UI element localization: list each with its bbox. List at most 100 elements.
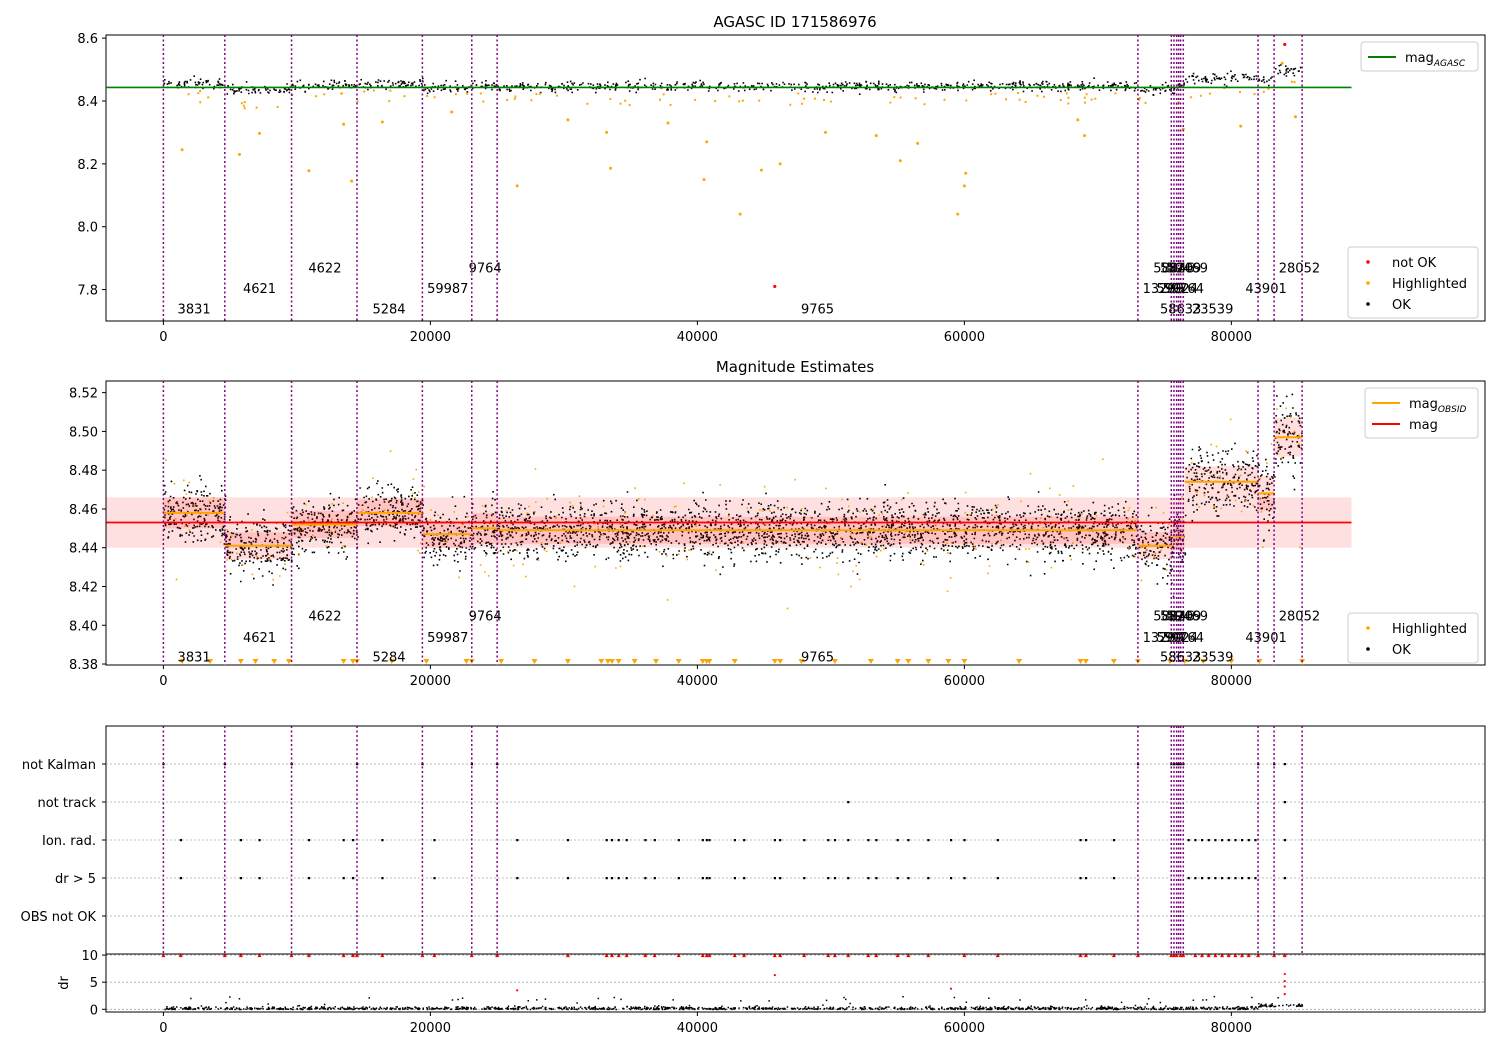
panel2-ok-points-seg-2 bbox=[291, 492, 359, 570]
panel2-lower-limit-marker-27 bbox=[771, 659, 778, 664]
panel2-lower-limit-marker-29 bbox=[798, 659, 805, 664]
panel1-highlighted-point-18 bbox=[824, 130, 828, 134]
panel2-bottom-legend-label-0: Highlighted bbox=[1392, 622, 1467, 637]
panel4-dr-highlight-point-1 bbox=[773, 974, 776, 977]
panel2-lower-limit-marker-17 bbox=[604, 659, 611, 664]
panel3-row-label-2: Ion. rad. bbox=[42, 834, 96, 849]
panel3-row-label-1: not track bbox=[37, 796, 96, 811]
panel4-dr-ok-points bbox=[164, 995, 1304, 1011]
panel3-row-label-4: OBS not OK bbox=[21, 910, 97, 925]
panel1-ok-points-seg-8 bbox=[1173, 82, 1185, 95]
panel1-ok-points-seg-7 bbox=[1140, 81, 1174, 96]
panel1-highlighted-point-4 bbox=[342, 122, 346, 126]
panel1-highlighted-point-0 bbox=[180, 148, 184, 152]
panel1-highlighted-point-22 bbox=[956, 212, 960, 216]
panel1-obs-label-5: 9764 bbox=[469, 262, 502, 277]
panel4-dr-highlight-point-5 bbox=[1283, 985, 1286, 988]
panel2-lower-limit-marker-28 bbox=[777, 659, 784, 664]
panel1-ytick-label-3: 8.4 bbox=[77, 95, 98, 110]
panel1-ok-points-seg-5 bbox=[471, 80, 498, 91]
panel1-highlighted-point-1 bbox=[237, 152, 241, 156]
panel2-obs-label-1: 4621 bbox=[243, 631, 276, 646]
panel1-ok-points-seg-2 bbox=[291, 79, 357, 93]
panel2-lower-limit-marker-33 bbox=[905, 659, 912, 664]
panel2-obs-label-9: 59469 bbox=[1167, 610, 1208, 625]
panel2-lower-limit-marker-37 bbox=[1016, 659, 1023, 664]
panel2-ok-points-seg-9 bbox=[1184, 442, 1260, 522]
magnitude-estimates-panel: Magnitude Estimates 0 20000 40000 60000 8000… bbox=[69, 358, 1486, 689]
panel1-highlighted-point-13 bbox=[702, 178, 706, 182]
panel4-xtick-label-1: 20000 bbox=[410, 1021, 451, 1036]
panel1-highlighted-near-seg-1 bbox=[240, 101, 279, 110]
panel1-ytick-label-2: 8.2 bbox=[77, 158, 98, 173]
panel1-highlighted-near-seg-11 bbox=[1290, 80, 1296, 84]
panel1-ytick-label-1: 8.0 bbox=[77, 221, 98, 236]
panel1-ok-points-seg-11 bbox=[1274, 64, 1302, 77]
panel2-xtick-label-1: 20000 bbox=[410, 674, 451, 689]
panel2-lower-limit-marker-2 bbox=[237, 659, 244, 664]
panel1-highlighted-point-28 bbox=[1280, 61, 1284, 65]
panel4-xtick-label-0: 0 bbox=[159, 1021, 167, 1036]
panel1-ok-points-seg-10 bbox=[1258, 76, 1276, 87]
panel2-lower-limit-marker-14 bbox=[531, 659, 538, 664]
panel2-xtick-label-0: 0 bbox=[159, 674, 167, 689]
panel2-obs-label-2: 4622 bbox=[308, 610, 341, 625]
panel2-lower-limit-marker-23 bbox=[699, 659, 706, 664]
panel2-lower-limit-marker-31 bbox=[867, 659, 874, 664]
panel4-xtick-label-4: 80000 bbox=[1211, 1021, 1252, 1036]
panel2-bottom-legend-label-1: OK bbox=[1392, 643, 1411, 658]
panel2-ok-points-seg-11 bbox=[1274, 393, 1303, 491]
panel2-ytick-label-4: 8.46 bbox=[69, 503, 98, 518]
panel2-obs-label-12: 59764 bbox=[1163, 631, 1204, 646]
panel1-obs-label-2: 4622 bbox=[308, 262, 341, 277]
panel1-obs-label-7: 58846 bbox=[1153, 262, 1194, 277]
panel2-lower-limit-marker-34 bbox=[925, 659, 932, 664]
panel1-xtick-label-4: 80000 bbox=[1211, 330, 1252, 345]
panel1-xtick-label-2: 40000 bbox=[677, 330, 718, 345]
panel2-obs-label-13: 58633 bbox=[1160, 650, 1201, 665]
panel1-highlighted-near-seg-2 bbox=[315, 92, 359, 103]
panel2-obs-label-6: 9765 bbox=[801, 650, 834, 665]
panel2-xtick-label-2: 40000 bbox=[677, 674, 718, 689]
panel3-flag-points-3 bbox=[179, 877, 1286, 880]
panel1-notok-point-1 bbox=[1283, 42, 1287, 47]
panel4-ytick-label-1: 5 bbox=[90, 976, 98, 991]
panel2-lower-limit-marker-30 bbox=[831, 659, 838, 664]
panel1-ok-points-seg-3 bbox=[358, 77, 424, 91]
panel4-dr-highlight-point-6 bbox=[1283, 993, 1286, 996]
dr-ylabel: dr bbox=[57, 976, 72, 990]
panel1-bottom-legend-label-1: Highlighted bbox=[1392, 277, 1467, 292]
panel1-obs-label-16: 28052 bbox=[1279, 262, 1320, 277]
flags-panel: not Kalman not track Ion. rad. dr > 5 OBS no… bbox=[21, 725, 1486, 955]
panel1-obs-label-0: 3831 bbox=[178, 302, 211, 317]
panel1-highlighted-point-3 bbox=[307, 169, 311, 173]
panel2-lower-limit-marker-20 bbox=[631, 659, 638, 664]
panel1-highlighted-near-seg-6 bbox=[506, 92, 1117, 107]
panel1-title: AGASC ID 171586976 bbox=[713, 13, 876, 31]
panel1-top-legend-label-0: magAGASC bbox=[1405, 51, 1466, 69]
panel1-highlighted-point-12 bbox=[666, 121, 670, 125]
panel1-obs-label-13: 58633 bbox=[1160, 302, 1201, 317]
panel2-lower-limit-marker-7 bbox=[349, 659, 356, 664]
panel2-obs-label-5: 9764 bbox=[469, 610, 502, 625]
panel1-highlighted-point-24 bbox=[964, 171, 968, 175]
panel1-highlighted-near-seg-0 bbox=[187, 90, 210, 104]
panel1-highlighted-point-10 bbox=[605, 130, 609, 134]
panel1-ytick-label-0: 7.8 bbox=[77, 284, 98, 299]
panel1-obs-label-12: 59764 bbox=[1163, 282, 1204, 297]
panel1-notok-point-0 bbox=[773, 284, 777, 289]
panel1-highlighted-point-9 bbox=[566, 118, 570, 122]
panel1-highlighted-point-29 bbox=[1293, 115, 1297, 119]
panel1-highlighted-point-23 bbox=[962, 184, 966, 188]
panel1-bottom-legend-label-2: OK bbox=[1392, 298, 1411, 313]
panel2-obs-label-7: 58846 bbox=[1153, 610, 1194, 625]
panel1-bottom-legend-label-0: not OK bbox=[1392, 256, 1437, 271]
panel2-obs-label-4: 59987 bbox=[427, 631, 468, 646]
panel1-highlighted-near-seg-3 bbox=[363, 89, 406, 103]
panel2-xtick-label-4: 80000 bbox=[1211, 674, 1252, 689]
panel1-highlighted-point-25 bbox=[1076, 118, 1080, 122]
panel2-lower-limit-marker-40 bbox=[1110, 659, 1117, 664]
panel1-obs-label-3: 5284 bbox=[372, 302, 405, 317]
panel2-obs-label-0: 3831 bbox=[178, 650, 211, 665]
